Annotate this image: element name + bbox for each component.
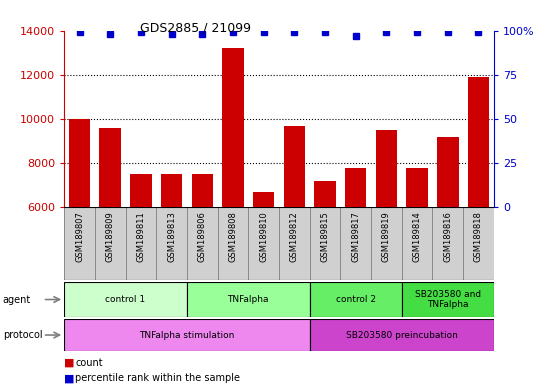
Bar: [161, 174, 182, 207]
Text: GSM189806: GSM189806: [198, 211, 207, 262]
Bar: [314, 181, 336, 207]
Text: GSM189809: GSM189809: [105, 211, 115, 262]
Text: GSM189815: GSM189815: [320, 211, 330, 262]
Text: GDS2885 / 21099: GDS2885 / 21099: [140, 21, 251, 34]
Bar: [222, 48, 244, 207]
Text: percentile rank within the sample: percentile rank within the sample: [75, 373, 240, 383]
Bar: [130, 174, 152, 207]
Text: control 1: control 1: [105, 295, 146, 304]
Text: ■: ■: [64, 373, 75, 383]
Bar: [376, 130, 397, 207]
Text: control 2: control 2: [336, 295, 376, 304]
Text: count: count: [75, 358, 103, 368]
Text: TNFalpha: TNFalpha: [228, 295, 269, 304]
Bar: [310, 319, 494, 351]
Text: GSM189819: GSM189819: [382, 211, 391, 262]
Bar: [187, 282, 310, 317]
Text: GSM189810: GSM189810: [259, 211, 268, 262]
Bar: [310, 282, 402, 317]
Text: SB203580 and
TNFalpha: SB203580 and TNFalpha: [415, 290, 481, 309]
Text: ■: ■: [64, 358, 75, 368]
Bar: [345, 167, 367, 207]
Bar: [253, 192, 275, 207]
Text: SB203580 preincubation: SB203580 preincubation: [346, 331, 458, 339]
Text: protocol: protocol: [3, 330, 42, 340]
Bar: [191, 174, 213, 207]
Bar: [402, 282, 494, 317]
Bar: [64, 319, 310, 351]
Text: GSM189812: GSM189812: [290, 211, 299, 262]
Text: GSM189813: GSM189813: [167, 211, 176, 262]
Text: GSM189817: GSM189817: [351, 211, 360, 262]
Text: GSM189811: GSM189811: [136, 211, 146, 262]
Bar: [437, 137, 459, 207]
Text: TNFalpha stimulation: TNFalpha stimulation: [140, 331, 234, 339]
Bar: [99, 128, 121, 207]
Text: agent: agent: [3, 295, 31, 305]
Text: GSM189814: GSM189814: [412, 211, 422, 262]
Bar: [468, 77, 489, 207]
Bar: [69, 119, 90, 207]
Bar: [64, 282, 187, 317]
Bar: [283, 126, 305, 207]
Text: GSM189808: GSM189808: [228, 211, 238, 262]
Bar: [406, 167, 428, 207]
Text: GSM189816: GSM189816: [443, 211, 453, 262]
Text: GSM189818: GSM189818: [474, 211, 483, 262]
Text: GSM189807: GSM189807: [75, 211, 84, 262]
